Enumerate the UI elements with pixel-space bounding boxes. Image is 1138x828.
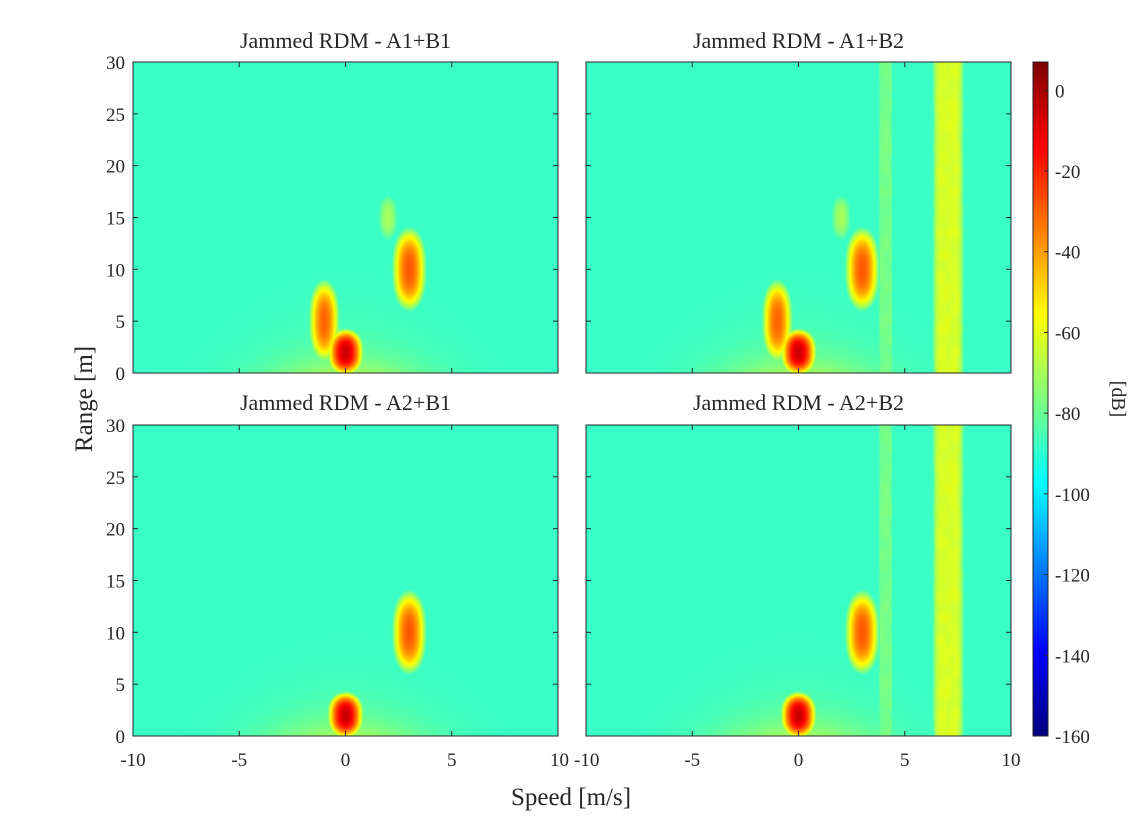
panel-title-a2-b1: Jammed RDM - A2+B1 <box>240 390 451 415</box>
colorbar-gradient <box>1033 62 1048 736</box>
heatmap-a2-b1 <box>133 425 558 736</box>
tick-labels: 0 5 10 15 20 25 30 -10 -5 0 5 10 0 5 10 15 20 25 30 -10 -5 0 5… <box>106 53 1021 771</box>
colorbar-tick-label: -120 <box>1055 566 1090 587</box>
y-tick-label: 10 <box>106 623 125 644</box>
y-tick-label: 5 <box>116 675 126 696</box>
y-tick-label: 20 <box>106 520 125 541</box>
colorbar-tick-label: -160 <box>1055 727 1090 748</box>
y-tick-label: 30 <box>106 53 125 74</box>
colorbar-tick-label: -40 <box>1055 243 1080 264</box>
panel-title-a2-b2: Jammed RDM - A2+B2 <box>693 390 904 415</box>
x-tick-label: -10 <box>120 750 145 771</box>
y-tick-label: 25 <box>106 105 125 126</box>
x-tick-label: 5 <box>900 750 910 771</box>
panel-a1-b2: Jammed RDM - A1+B2 <box>585 28 1012 374</box>
colorbar-ticks: 0 -20 -40 -60 -80 -100 -120 -140 -160 <box>1044 81 1090 748</box>
x-tick-label: -10 <box>574 750 599 771</box>
x-axis-label: Speed [m/s] <box>511 784 631 811</box>
colorbar-label: [dB] <box>1107 381 1129 418</box>
y-tick-label: 5 <box>116 312 126 333</box>
y-tick-label: 15 <box>106 572 125 593</box>
colorbar: 0 -20 -40 -60 -80 -100 -120 -140 -160 [dB] <box>1032 61 1129 748</box>
y-tick-label: 10 <box>106 260 125 281</box>
colorbar-tick-label: 0 <box>1055 81 1065 102</box>
x-tick-label: 10 <box>1002 750 1021 771</box>
colorbar-tick-label: -60 <box>1055 323 1080 344</box>
x-tick-label: 0 <box>341 750 351 771</box>
y-tick-label: 25 <box>106 468 125 489</box>
y-tick-label: 20 <box>106 157 125 178</box>
panel-title-a1-b2: Jammed RDM - A1+B2 <box>693 28 904 53</box>
y-tick-label: 0 <box>116 364 126 385</box>
y-axis-label: Range [m] <box>71 346 98 452</box>
x-tick-label: -5 <box>231 750 247 771</box>
x-tick-label: 10 <box>550 750 569 771</box>
panel-a2-b1: Jammed RDM - A2+B1 <box>132 390 559 737</box>
colorbar-tick-label: -140 <box>1055 646 1090 667</box>
x-tick-label: -5 <box>684 750 700 771</box>
x-tick-label: 5 <box>447 750 457 771</box>
heatmap-a2-b2 <box>586 425 1011 736</box>
y-tick-label: 0 <box>116 727 126 748</box>
x-tick-label: 0 <box>794 750 804 771</box>
colorbar-tick-label: -100 <box>1055 485 1090 506</box>
colorbar-box <box>1032 61 1049 737</box>
panel-a2-b2: Jammed RDM - A2+B2 <box>585 390 1012 737</box>
panel-a1-b1: Jammed RDM - A1+B1 <box>132 28 559 374</box>
y-tick-label: 15 <box>106 209 125 230</box>
y-tick-label: 30 <box>106 416 125 437</box>
heatmap-a1-b1 <box>133 62 558 373</box>
heatmap-a1-b2 <box>586 62 1011 373</box>
colorbar-tick-label: -20 <box>1055 162 1080 183</box>
panel-title-a1-b1: Jammed RDM - A1+B1 <box>240 28 451 53</box>
colorbar-tick-label: -80 <box>1055 404 1080 425</box>
